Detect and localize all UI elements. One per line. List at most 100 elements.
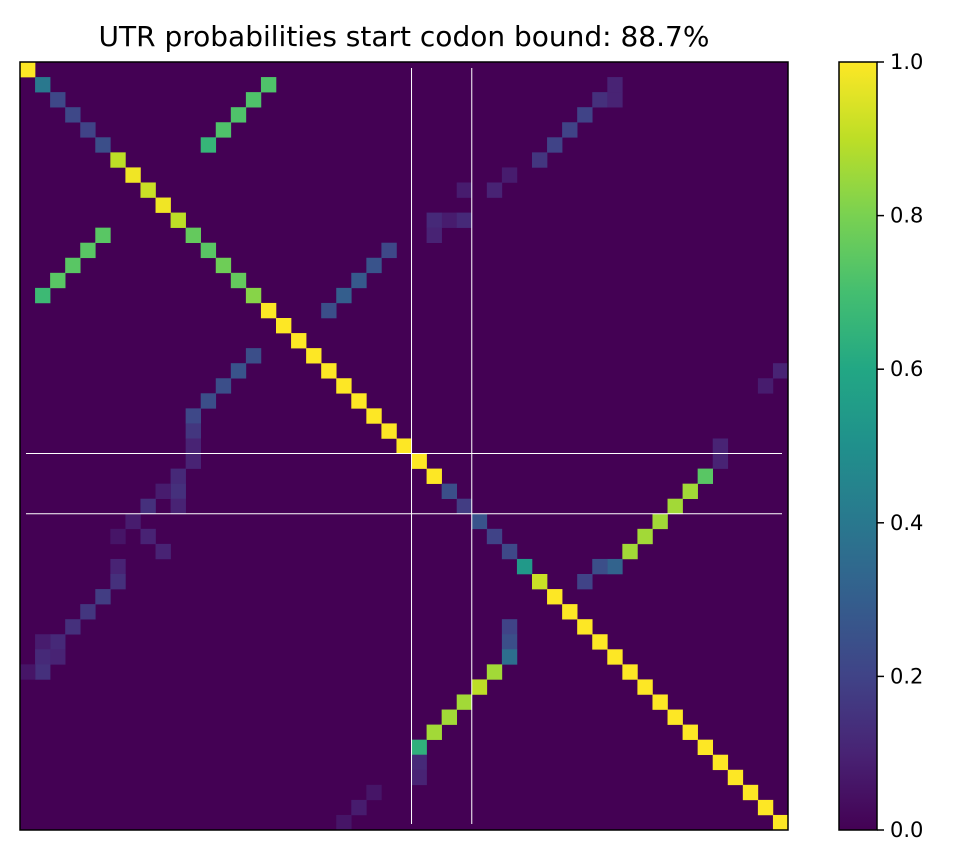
heatmap-cell xyxy=(441,212,458,228)
heatmap-cell xyxy=(50,649,66,665)
heatmap-cell xyxy=(291,333,307,349)
heatmap-cell xyxy=(230,107,247,123)
heatmap-cell xyxy=(577,574,593,590)
heatmap-cell xyxy=(411,769,427,786)
colorbar-tick-label: 0.0 xyxy=(890,818,923,842)
heatmap-cell xyxy=(185,227,202,244)
heatmap-cell xyxy=(80,122,96,138)
heatmap-cell xyxy=(200,137,217,153)
heatmap-cell xyxy=(592,634,608,650)
heatmap-cell xyxy=(622,664,638,680)
heatmap-cell xyxy=(411,754,427,771)
heatmap-cell xyxy=(185,408,202,424)
colorbar-tick-label: 1.0 xyxy=(890,50,923,74)
heatmap-cell xyxy=(50,92,66,108)
heatmap-cell xyxy=(35,77,51,93)
heatmap-cell xyxy=(215,122,232,138)
heatmap-cell xyxy=(155,483,171,500)
heatmap-cell xyxy=(170,498,186,515)
heatmap-cell xyxy=(637,679,653,695)
heatmap-cell xyxy=(501,619,518,635)
heatmap-cell xyxy=(125,513,141,530)
chart-title: UTR probabilities start codon bound: 88.… xyxy=(99,20,710,53)
heatmap-cell xyxy=(95,227,111,244)
heatmap-cell xyxy=(351,272,367,289)
heatmap-cell xyxy=(682,724,698,740)
heatmap-cell xyxy=(501,634,518,650)
colorbar-tick-label: 0.6 xyxy=(890,357,923,381)
heatmap-cell xyxy=(381,423,397,439)
heatmap-cell xyxy=(592,92,608,108)
plot-frame xyxy=(19,61,789,831)
heatmap-cell xyxy=(441,483,458,500)
heatmap-cell xyxy=(230,363,247,379)
heatmap-cell xyxy=(50,634,66,650)
heatmap-cell xyxy=(426,724,442,740)
heatmap-cell xyxy=(95,589,111,605)
heatmap-cell xyxy=(562,604,578,620)
heatmap-cell xyxy=(456,498,473,515)
heatmap-cell xyxy=(532,152,548,168)
heatmap-cell xyxy=(667,709,683,725)
heatmap-cell xyxy=(185,453,202,469)
heatmap-cell xyxy=(50,272,66,289)
heatmap-cell xyxy=(110,574,126,590)
heatmap-cell xyxy=(547,137,563,153)
heatmap-cell xyxy=(200,242,217,259)
heatmap-cell xyxy=(411,453,427,469)
heatmap-cell xyxy=(35,649,51,665)
heatmap-cell xyxy=(35,287,51,304)
heatmap-cell xyxy=(486,664,503,680)
reference-lines xyxy=(26,68,782,824)
heatmap-cell xyxy=(366,257,382,274)
heatmap-cell xyxy=(607,649,623,665)
heatmap-cell xyxy=(125,167,141,183)
heatmap-cell xyxy=(170,468,186,484)
heatmap-cell xyxy=(35,664,51,680)
heatmap-cell xyxy=(637,528,653,545)
heatmap-cell xyxy=(170,212,186,228)
heatmap-cell xyxy=(486,182,503,198)
heatmap-cell xyxy=(65,107,81,123)
heatmap-cell xyxy=(245,287,262,304)
heatmap-cell xyxy=(215,378,232,394)
heatmap-cell xyxy=(652,694,668,710)
heatmap-cell xyxy=(516,558,533,575)
heatmap-cell xyxy=(622,543,638,560)
heatmap-cell xyxy=(65,619,81,635)
heatmap-cells xyxy=(20,62,789,831)
heatmap-cell xyxy=(215,257,232,274)
heatmap-cell xyxy=(306,348,322,364)
heatmap-cell xyxy=(471,513,488,530)
heatmap-cell xyxy=(471,679,488,695)
heatmap-cell xyxy=(697,468,714,484)
heatmap-cell xyxy=(80,604,96,620)
heatmap-cell xyxy=(336,287,352,304)
heatmap-cell xyxy=(501,543,518,560)
heatmap-cell xyxy=(727,769,744,786)
heatmap-cell xyxy=(260,302,277,319)
heatmap-cell xyxy=(200,393,217,409)
heatmap-cell xyxy=(140,528,156,545)
heatmap-cell xyxy=(245,92,262,108)
heatmap-cell xyxy=(351,799,367,816)
heatmap-cell xyxy=(366,408,382,424)
heatmap-cell xyxy=(35,634,51,650)
heatmap-cell xyxy=(20,664,36,680)
heatmap-cell xyxy=(607,558,623,575)
heatmap-cell xyxy=(110,558,126,575)
heatmap-cell xyxy=(336,814,352,831)
heatmap-cell xyxy=(772,814,789,831)
heatmap-cell xyxy=(712,453,729,469)
heatmap-cell xyxy=(577,619,593,635)
heatmap-cell xyxy=(396,438,412,454)
heatmap-cell xyxy=(366,784,382,801)
heatmap-cell xyxy=(110,528,126,545)
heatmap-cell xyxy=(607,77,623,93)
heatmap-cell xyxy=(155,197,171,213)
heatmap-cell xyxy=(155,543,171,560)
heatmap-cell xyxy=(65,257,81,274)
heatmap-cell xyxy=(682,483,698,500)
